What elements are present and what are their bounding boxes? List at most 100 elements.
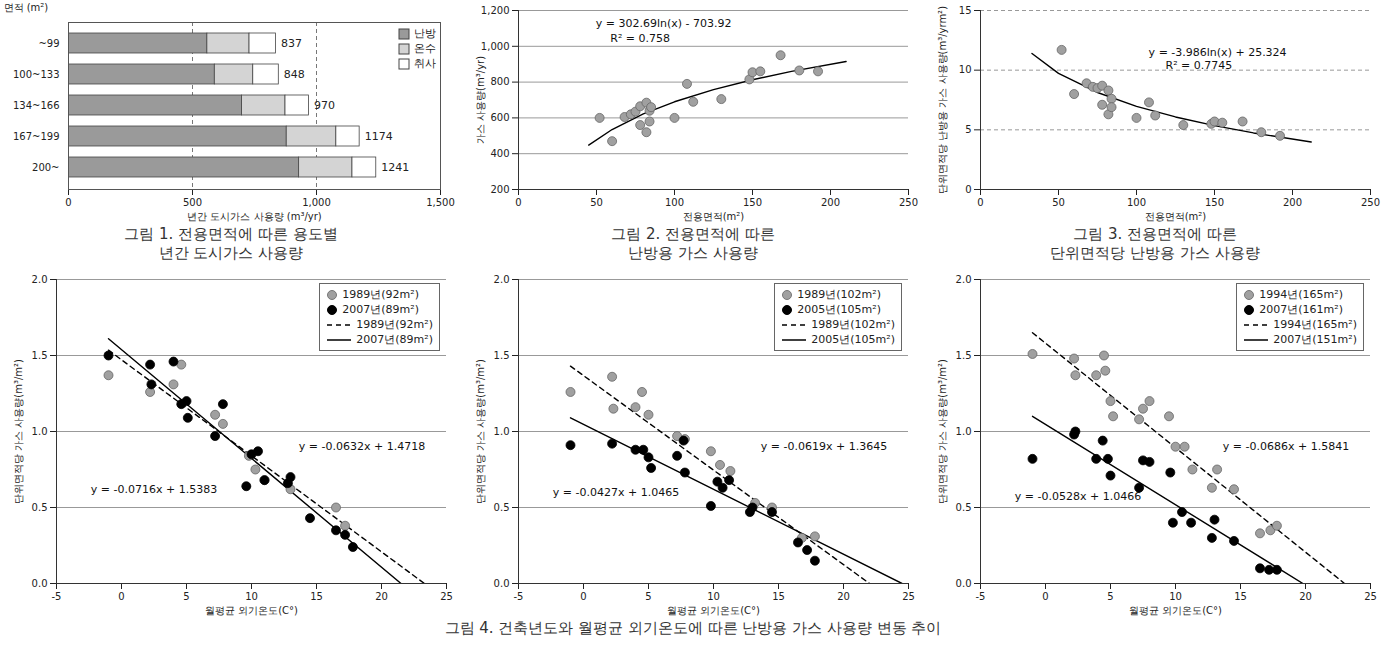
svg-text:0.5: 0.5 (956, 502, 972, 513)
svg-text:가스 사용량(m³/yr): 가스 사용량(m³/yr) (475, 56, 486, 144)
svg-text:y = -0.0716x + 1.5383: y = -0.0716x + 1.5383 (91, 483, 217, 496)
html-text:그림 1. 전용면적에 따른 용도별: 그림 1. 전용면적에 따른 용도별 (124, 225, 338, 243)
svg-text:0.0: 0.0 (494, 578, 510, 589)
svg-text:전용면적(m²): 전용면적(m²) (1145, 211, 1207, 222)
svg-text:R² = 0.7745: R² = 0.7745 (1166, 59, 1233, 72)
svg-text:y = -0.0619x + 1.3645: y = -0.0619x + 1.3645 (761, 440, 887, 453)
svg-text:15: 15 (1234, 591, 1247, 602)
svg-text:0: 0 (118, 591, 124, 602)
svg-text:단위면적당 난방용 가스 사용량(m³/yrm²): 단위면적당 난방용 가스 사용량(m³/yrm²) (937, 6, 948, 194)
svg-text:250: 250 (899, 197, 918, 208)
svg-text:1.0: 1.0 (956, 426, 972, 437)
svg-text:단위면적당 가스 사용량(m³/m²): 단위면적당 가스 사용량(m³/m²) (937, 359, 948, 504)
svg-text:전용면적(m²): 전용면적(m²) (683, 211, 745, 222)
svg-text:월평균 외기온도(C°): 월평균 외기온도(C°) (667, 605, 760, 616)
svg-text:단위면적당 가스 사용량(m³/m²): 단위면적당 가스 사용량(m³/m²) (13, 359, 24, 504)
svg-text:면적 (m²): 면적 (m²) (4, 2, 49, 13)
svg-text:50: 50 (1052, 197, 1065, 208)
svg-text:년간 도시가스 사용량 (m³/yr): 년간 도시가스 사용량 (m³/yr) (187, 211, 322, 222)
svg-text:25: 25 (1364, 591, 1377, 602)
svg-text:200: 200 (490, 184, 509, 195)
svg-text:2.0: 2.0 (494, 274, 510, 285)
svg-text:20: 20 (837, 591, 850, 602)
svg-text:1.0: 1.0 (494, 426, 510, 437)
svg-text:800: 800 (490, 76, 509, 87)
svg-text:1,000: 1,000 (302, 197, 331, 208)
svg-text:500: 500 (183, 197, 202, 208)
svg-text:1174: 1174 (365, 130, 393, 143)
svg-text:10: 10 (1169, 591, 1182, 602)
svg-text:134~166: 134~166 (13, 100, 60, 111)
svg-text:-5: -5 (976, 591, 986, 602)
svg-text:0.5: 0.5 (32, 502, 48, 513)
svg-text:167~199: 167~199 (13, 131, 60, 142)
svg-text:월평균 외기온도(C°): 월평균 외기온도(C°) (1129, 605, 1222, 616)
svg-text:0: 0 (515, 197, 521, 208)
svg-text:5: 5 (965, 124, 971, 135)
svg-text:15: 15 (959, 5, 972, 16)
svg-text:100: 100 (665, 197, 684, 208)
svg-text:25: 25 (440, 591, 453, 602)
svg-text:5: 5 (183, 591, 189, 602)
svg-text:0: 0 (965, 184, 971, 195)
svg-text:-5: -5 (52, 591, 62, 602)
svg-text:0: 0 (65, 197, 71, 208)
svg-text:10: 10 (245, 591, 258, 602)
svg-text:250: 250 (1361, 197, 1380, 208)
html-text:년간 도시가스 사용량: 년간 도시가스 사용량 (158, 244, 304, 262)
svg-text:837: 837 (281, 37, 302, 50)
svg-text:150: 150 (1205, 197, 1224, 208)
svg-text:100~133: 100~133 (13, 69, 60, 80)
svg-text:0: 0 (1042, 591, 1048, 602)
svg-text:2.0: 2.0 (32, 274, 48, 285)
html-text:그림 3. 전용면적에 따른: 그림 3. 전용면적에 따른 (1073, 225, 1237, 243)
svg-text:600: 600 (490, 112, 509, 123)
svg-text:400: 400 (490, 148, 509, 159)
html-text:단위면적당 난방용 가스 사용량: 단위면적당 난방용 가스 사용량 (1050, 244, 1260, 262)
svg-text:y = 302.69ln(x) - 703.92: y = 302.69ln(x) - 703.92 (596, 17, 732, 30)
svg-text:1.5: 1.5 (32, 350, 48, 361)
svg-text:20: 20 (1299, 591, 1312, 602)
svg-text:1.5: 1.5 (494, 350, 510, 361)
svg-text:5: 5 (645, 591, 651, 602)
svg-text:15: 15 (310, 591, 323, 602)
svg-text:1,000: 1,000 (481, 41, 510, 52)
svg-text:10: 10 (959, 64, 972, 75)
svg-text:200~: 200~ (32, 162, 59, 173)
svg-text:0: 0 (580, 591, 586, 602)
svg-text:1241: 1241 (381, 161, 409, 174)
svg-text:~99: ~99 (38, 38, 59, 49)
svg-text:R² = 0.758: R² = 0.758 (610, 32, 670, 45)
svg-text:20: 20 (375, 591, 388, 602)
svg-text:2.0: 2.0 (956, 274, 972, 285)
svg-text:y = -0.0632x + 1.4718: y = -0.0632x + 1.4718 (299, 440, 425, 453)
svg-text:25: 25 (902, 591, 915, 602)
svg-text:100: 100 (1127, 197, 1146, 208)
svg-text:월평균 외기온도(C°): 월평균 외기온도(C°) (205, 605, 298, 616)
svg-text:0.0: 0.0 (956, 578, 972, 589)
html-text:난방용 가스 사용량: 난방용 가스 사용량 (628, 244, 758, 262)
svg-text:15: 15 (772, 591, 785, 602)
svg-text:200: 200 (821, 197, 840, 208)
svg-text:5: 5 (1107, 591, 1113, 602)
svg-text:y = -0.0686x + 1.5841: y = -0.0686x + 1.5841 (1223, 440, 1349, 453)
svg-text:0.5: 0.5 (494, 502, 510, 513)
svg-text:1.5: 1.5 (956, 350, 972, 361)
svg-text:970: 970 (314, 99, 335, 112)
svg-text:848: 848 (284, 68, 305, 81)
svg-text:y = -0.0528x + 1.0466: y = -0.0528x + 1.0466 (1015, 490, 1141, 503)
svg-text:0: 0 (977, 197, 983, 208)
svg-text:1.0: 1.0 (32, 426, 48, 437)
svg-text:10: 10 (707, 591, 720, 602)
svg-text:y = -3.986ln(x) + 25.324: y = -3.986ln(x) + 25.324 (1149, 46, 1287, 59)
html-text:그림 2. 전용면적에 따른: 그림 2. 전용면적에 따른 (611, 225, 775, 243)
svg-text:y = -0.0427x + 1.0465: y = -0.0427x + 1.0465 (553, 486, 679, 499)
svg-text:단위면적당 가스 사용량(m³/m²): 단위면적당 가스 사용량(m³/m²) (475, 359, 486, 504)
svg-text:50: 50 (590, 197, 603, 208)
svg-text:-5: -5 (514, 591, 524, 602)
svg-text:1,500: 1,500 (426, 197, 455, 208)
svg-text:0.0: 0.0 (32, 578, 48, 589)
svg-text:200: 200 (1283, 197, 1302, 208)
svg-text:1,200: 1,200 (481, 5, 510, 16)
svg-text:150: 150 (743, 197, 762, 208)
